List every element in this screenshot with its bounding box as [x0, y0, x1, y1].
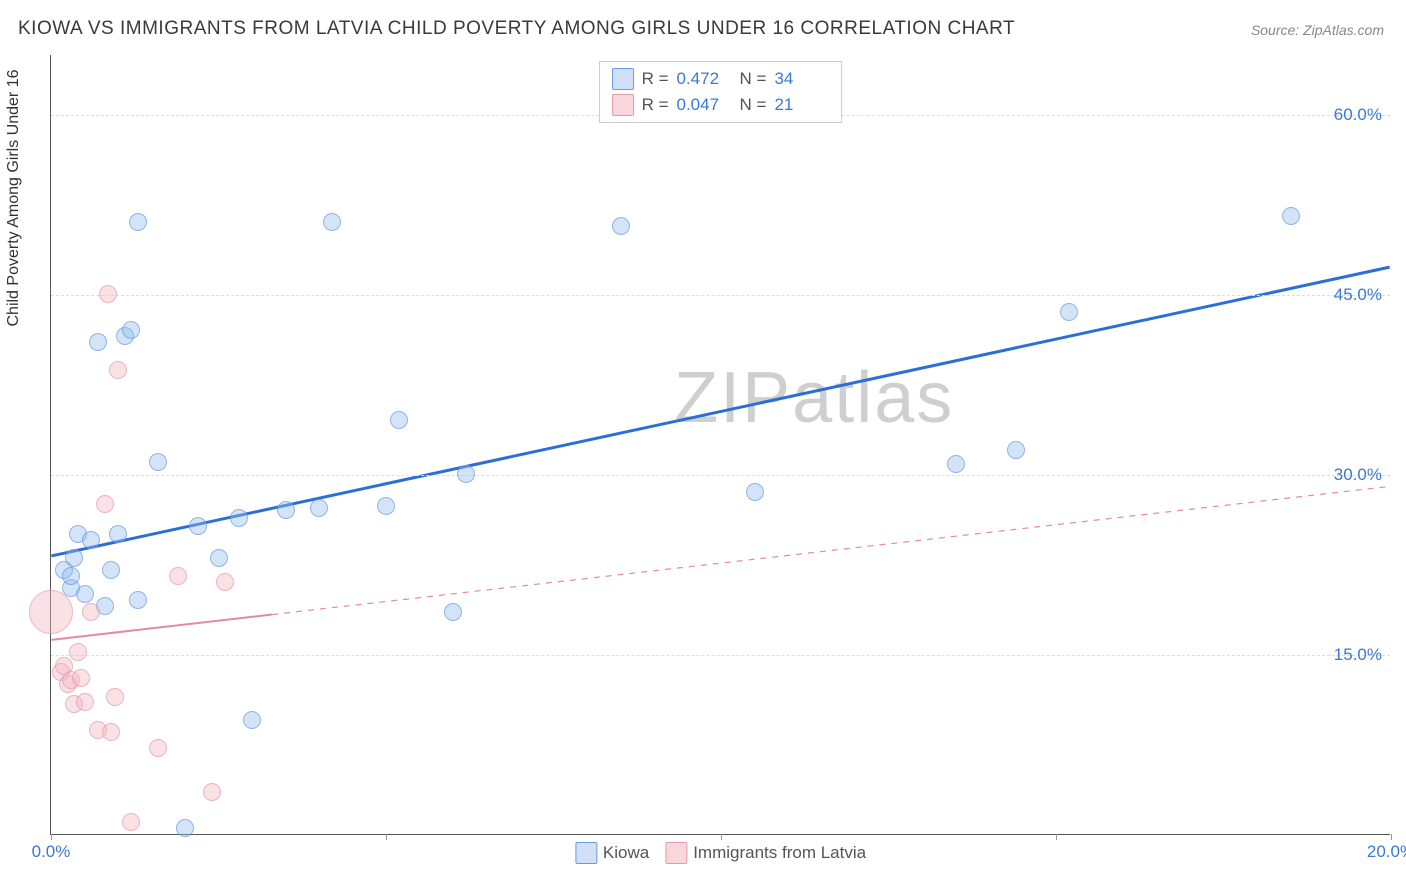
- data-point: [377, 497, 395, 515]
- data-point: [122, 813, 140, 831]
- data-point: [89, 333, 107, 351]
- legend-label-latvia: Immigrants from Latvia: [693, 843, 866, 863]
- data-point: [1282, 207, 1300, 225]
- data-point: [62, 567, 80, 585]
- gridline: [51, 475, 1390, 476]
- swatch-blue-icon: [612, 68, 634, 90]
- data-point: [76, 693, 94, 711]
- y-tick-label: 15.0%: [1334, 645, 1382, 665]
- data-point: [129, 591, 147, 609]
- trend-line-solid: [51, 267, 1389, 556]
- data-point: [69, 643, 87, 661]
- data-point: [176, 819, 194, 837]
- x-tick-mark: [721, 834, 722, 840]
- data-point: [149, 739, 167, 757]
- data-point: [76, 585, 94, 603]
- data-point: [310, 499, 328, 517]
- y-axis-label: Child Poverty Among Girls Under 16: [5, 70, 23, 327]
- data-point: [102, 561, 120, 579]
- x-tick-label: 20.0%: [1367, 842, 1406, 862]
- x-tick-mark: [51, 834, 52, 840]
- data-point: [230, 509, 248, 527]
- data-point: [203, 783, 221, 801]
- data-point: [96, 495, 114, 513]
- data-point: [1007, 441, 1025, 459]
- legend-n-label: N =: [740, 69, 767, 89]
- swatch-blue-icon: [575, 842, 597, 864]
- data-point: [65, 549, 83, 567]
- data-point: [149, 453, 167, 471]
- legend-r-label: R =: [642, 69, 669, 89]
- data-point: [109, 361, 127, 379]
- legend-n-value-latvia: 21: [774, 95, 829, 115]
- data-point: [169, 567, 187, 585]
- legend-r-value-latvia: 0.047: [677, 95, 732, 115]
- data-point: [106, 688, 124, 706]
- data-point: [82, 603, 100, 621]
- legend-correlation: R = 0.472 N = 34 R = 0.047 N = 21: [599, 61, 843, 123]
- data-point: [129, 213, 147, 231]
- data-point: [1060, 303, 1078, 321]
- data-point: [612, 217, 630, 235]
- legend-item-latvia: Immigrants from Latvia: [665, 842, 866, 864]
- swatch-pink-icon: [665, 842, 687, 864]
- legend-row-latvia: R = 0.047 N = 21: [612, 92, 830, 118]
- chart-source: Source: ZipAtlas.com: [1251, 22, 1384, 38]
- data-point: [109, 525, 127, 543]
- legend-row-kiowa: R = 0.472 N = 34: [612, 66, 830, 92]
- y-tick-label: 45.0%: [1334, 285, 1382, 305]
- data-point: [323, 213, 341, 231]
- legend-r-label: R =: [642, 95, 669, 115]
- data-point: [72, 669, 90, 687]
- swatch-pink-icon: [612, 94, 634, 116]
- data-point: [277, 501, 295, 519]
- legend-series: Kiowa Immigrants from Latvia: [575, 842, 866, 864]
- x-tick-mark: [1056, 834, 1057, 840]
- y-tick-label: 30.0%: [1334, 465, 1382, 485]
- data-point: [122, 321, 140, 339]
- data-point: [210, 549, 228, 567]
- legend-item-kiowa: Kiowa: [575, 842, 649, 864]
- x-tick-mark: [1391, 834, 1392, 840]
- x-tick-label: 0.0%: [32, 842, 71, 862]
- data-point: [243, 711, 261, 729]
- data-point: [99, 285, 117, 303]
- data-point: [82, 531, 100, 549]
- gridline: [51, 655, 1390, 656]
- data-point: [29, 590, 73, 634]
- data-point: [746, 483, 764, 501]
- data-point: [216, 573, 234, 591]
- gridline: [51, 295, 1390, 296]
- chart-title: KIOWA VS IMMIGRANTS FROM LATVIA CHILD PO…: [18, 18, 1015, 40]
- trend-line-dashed: [272, 486, 1389, 614]
- data-point: [457, 465, 475, 483]
- plot-area: ZIPatlas R = 0.472 N = 34 R = 0.047 N = …: [50, 55, 1390, 835]
- data-point: [189, 517, 207, 535]
- data-point: [102, 723, 120, 741]
- legend-r-value-kiowa: 0.472: [677, 69, 732, 89]
- legend-n-label: N =: [740, 95, 767, 115]
- data-point: [444, 603, 462, 621]
- legend-label-kiowa: Kiowa: [603, 843, 649, 863]
- data-point: [390, 411, 408, 429]
- data-point: [947, 455, 965, 473]
- y-tick-label: 60.0%: [1334, 105, 1382, 125]
- legend-n-value-kiowa: 34: [774, 69, 829, 89]
- x-tick-mark: [386, 834, 387, 840]
